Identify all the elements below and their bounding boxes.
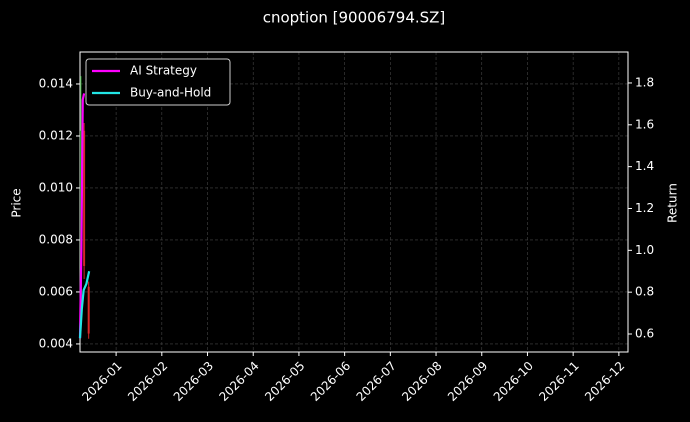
- x-tick-label: 2026-05: [262, 359, 307, 404]
- y2-tick-label: 1.2: [635, 201, 654, 215]
- y-tick-label: 0.006: [39, 284, 73, 298]
- candle-body: [87, 286, 90, 334]
- x-tick-label: 2026-07: [354, 359, 399, 404]
- y-axis-label: Price: [10, 188, 24, 217]
- y-tick-label: 0.014: [39, 76, 73, 90]
- x-tick-label: 2026-01: [79, 359, 124, 404]
- legend-box: [85, 58, 231, 106]
- y-tick-label: 0.010: [39, 180, 73, 194]
- x-tick-label: 2026-12: [582, 359, 627, 404]
- x-tick-label: 2026-06: [308, 359, 353, 404]
- legend-label: Buy-and-Hold: [130, 86, 211, 100]
- x-tick-label: 2026-09: [445, 359, 490, 404]
- x-tick-label: 2026-04: [216, 359, 261, 404]
- series-line: [78, 271, 91, 339]
- y2-tick-label: 1.8: [635, 75, 654, 89]
- candle-body: [83, 130, 86, 266]
- x-tick-label: 2026-11: [536, 359, 581, 404]
- series-line: [78, 93, 86, 339]
- y-tick-label: 0.012: [39, 128, 73, 142]
- y-tick-label: 0.008: [39, 232, 73, 246]
- y2-tick-label: 1.4: [635, 159, 654, 173]
- y2-axis-label: Return: [666, 183, 680, 223]
- y-tick-label: 0.004: [39, 336, 73, 350]
- chart-title: cnoption [90006794.SZ]: [263, 9, 446, 27]
- x-tick-label: 2026-08: [399, 359, 444, 404]
- y2-tick-label: 1.0: [635, 243, 654, 257]
- legend-label: AI Strategy: [130, 64, 197, 78]
- legend: AI Strategy Buy-and-Hold: [85, 58, 231, 106]
- y2-tick-label: 1.6: [635, 117, 654, 131]
- y2-tick-label: 0.8: [635, 285, 654, 299]
- x-tick-label: 2026-10: [491, 359, 536, 404]
- y2-tick-label: 0.6: [635, 327, 654, 341]
- x-tick-label: 2026-02: [125, 359, 170, 404]
- x-tick-label: 2026-03: [171, 359, 216, 404]
